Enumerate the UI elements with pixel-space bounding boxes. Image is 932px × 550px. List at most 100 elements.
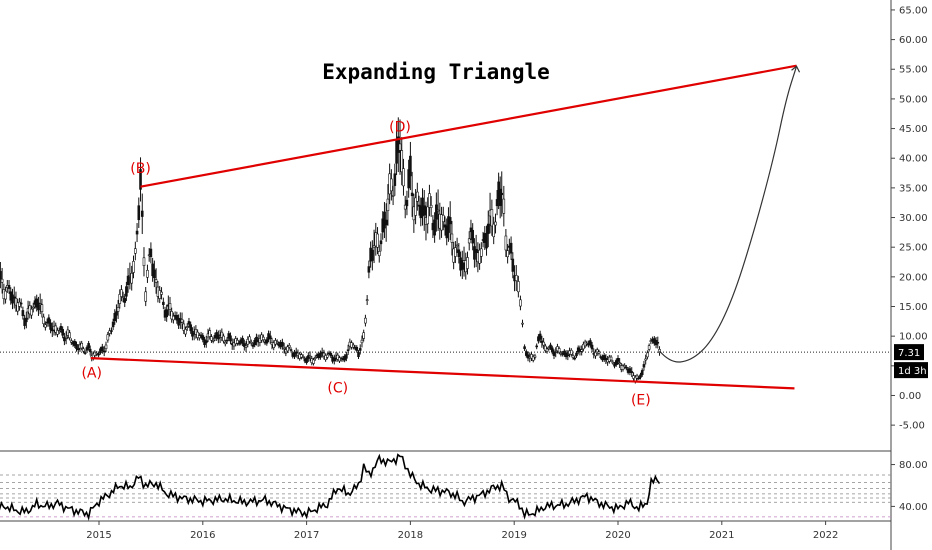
candle-body bbox=[447, 216, 450, 233]
candle-body bbox=[613, 363, 616, 367]
candle-body bbox=[403, 204, 407, 210]
candle-body bbox=[495, 199, 499, 207]
candle-body bbox=[42, 316, 45, 325]
candle-body bbox=[535, 345, 538, 348]
candle-body bbox=[435, 204, 438, 220]
candle-body bbox=[135, 230, 139, 235]
projection-curve bbox=[659, 66, 798, 363]
candle-body bbox=[85, 347, 89, 351]
candle-body bbox=[120, 289, 123, 297]
candle-body bbox=[552, 352, 556, 356]
candle-body bbox=[255, 336, 258, 343]
candle-body bbox=[346, 349, 350, 352]
candle-body bbox=[358, 348, 362, 351]
indicator-pane bbox=[0, 453, 891, 521]
price-tick-label: 40.00 bbox=[899, 154, 928, 165]
candle-body bbox=[118, 294, 122, 304]
candle-body bbox=[40, 304, 44, 313]
axes: 65.00 60.00 55.00 50.00 45.00 40.00 35.00 30.00… bbox=[86, 5, 928, 541]
candle-body bbox=[229, 335, 232, 342]
candle-body bbox=[549, 344, 552, 348]
candle-body bbox=[61, 329, 64, 336]
indicator-tick-label: 40.00 bbox=[899, 502, 928, 513]
price-tick-label: 65.00 bbox=[899, 5, 928, 16]
time-tick-label: 2017 bbox=[294, 530, 319, 541]
candle-body bbox=[249, 341, 253, 344]
candle-body bbox=[175, 315, 179, 321]
candle-body bbox=[12, 296, 16, 299]
candle-body bbox=[237, 342, 241, 345]
candle-body bbox=[262, 336, 265, 341]
candle-body bbox=[301, 356, 305, 358]
candle-body bbox=[602, 355, 606, 360]
candle-body bbox=[357, 352, 360, 357]
candle-body bbox=[211, 340, 215, 342]
candle-body bbox=[504, 235, 508, 251]
candle-body bbox=[540, 340, 544, 343]
candle-body bbox=[168, 303, 172, 310]
candle-body bbox=[480, 248, 483, 257]
candle-body bbox=[180, 319, 184, 323]
candle-body bbox=[345, 354, 348, 359]
candle-body bbox=[196, 331, 199, 338]
candle-body bbox=[637, 377, 641, 380]
candle-body bbox=[305, 358, 308, 363]
candle-body bbox=[204, 340, 208, 344]
candle-body bbox=[502, 198, 506, 214]
candle-body bbox=[101, 346, 104, 352]
price-tick-label: 35.00 bbox=[899, 183, 928, 194]
candle-body bbox=[265, 339, 269, 344]
candle-body bbox=[467, 238, 471, 244]
candle-body bbox=[589, 340, 592, 346]
candle-body bbox=[557, 348, 561, 353]
wave-label: (A) bbox=[81, 366, 102, 382]
candle-body bbox=[44, 324, 47, 328]
candle-body bbox=[4, 290, 7, 300]
candle-body bbox=[614, 360, 618, 365]
candle-body bbox=[616, 357, 620, 362]
candle-body bbox=[253, 339, 256, 346]
price-tick-label: 25.00 bbox=[899, 243, 928, 254]
candle-body bbox=[0, 271, 2, 280]
candle-body bbox=[153, 269, 156, 279]
candle-body bbox=[526, 354, 530, 359]
wave-label: (B) bbox=[130, 161, 151, 177]
candle-body bbox=[656, 341, 660, 344]
candle-body bbox=[517, 281, 520, 293]
candle-body bbox=[362, 332, 365, 339]
candle-body bbox=[82, 348, 85, 352]
candle-body bbox=[126, 275, 130, 286]
candle-body bbox=[533, 355, 537, 358]
countdown-badge bbox=[894, 362, 928, 379]
candle-body bbox=[658, 349, 661, 353]
candle-body bbox=[113, 313, 117, 322]
candle-body bbox=[390, 178, 393, 192]
candle-body bbox=[407, 169, 410, 189]
candle-body bbox=[426, 206, 430, 225]
candle-body bbox=[251, 344, 255, 347]
candle-body bbox=[550, 347, 554, 353]
candle-body bbox=[59, 325, 63, 330]
candle-body bbox=[621, 365, 625, 370]
candle-body bbox=[106, 334, 110, 341]
candle-body bbox=[428, 193, 431, 208]
candle-body bbox=[492, 223, 495, 238]
candle-body bbox=[454, 247, 457, 257]
main-pane: (A) (B) (C) (D) (E) bbox=[0, 64, 891, 408]
lower-trendline bbox=[90, 357, 795, 390]
candle-body bbox=[519, 299, 522, 307]
candle-body bbox=[441, 214, 445, 223]
candle-body bbox=[75, 344, 78, 350]
price-tick-label: 30.00 bbox=[899, 213, 928, 224]
candle-body bbox=[130, 273, 133, 284]
candle-body bbox=[102, 350, 106, 353]
candle-body bbox=[486, 223, 490, 235]
candle-body bbox=[440, 214, 443, 231]
candle-body bbox=[76, 348, 80, 351]
candle-body bbox=[646, 352, 649, 358]
candle-body bbox=[352, 344, 355, 348]
candle-body bbox=[241, 337, 244, 344]
candle-body bbox=[460, 260, 464, 270]
candle-body bbox=[73, 341, 77, 346]
